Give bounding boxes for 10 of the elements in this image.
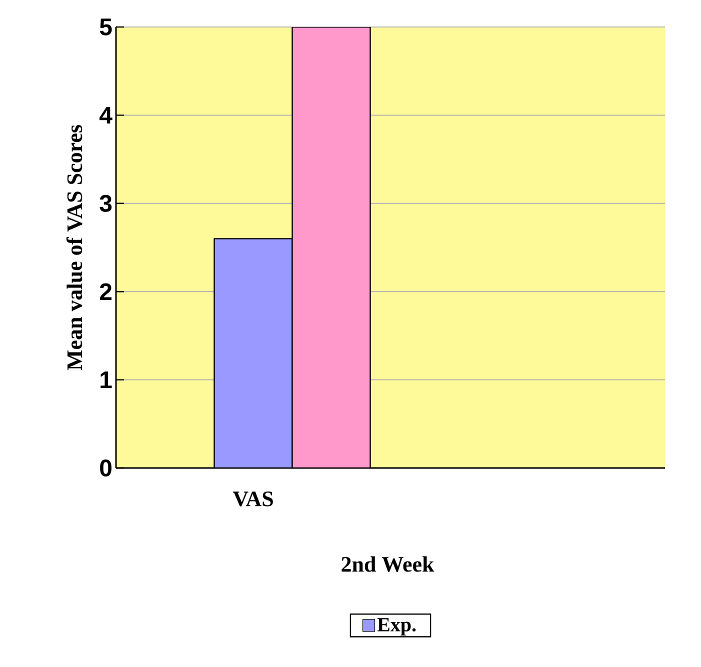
y-axis-title: Mean value of VAS Scores — [66, 124, 82, 370]
y-tick-label: 5 — [100, 18, 112, 36]
y-tick-label: 3 — [100, 194, 112, 212]
y-tick-label: 0 — [100, 460, 112, 476]
x-tick-label: VAS — [232, 492, 273, 506]
y-tick-label: 4 — [99, 106, 112, 124]
legend-label: Exp. — [377, 618, 416, 636]
x-axis-title: 2nd Week — [342, 556, 434, 572]
y-tick-label: 1 — [100, 372, 112, 388]
y-tick-label: 2 — [100, 283, 112, 300]
